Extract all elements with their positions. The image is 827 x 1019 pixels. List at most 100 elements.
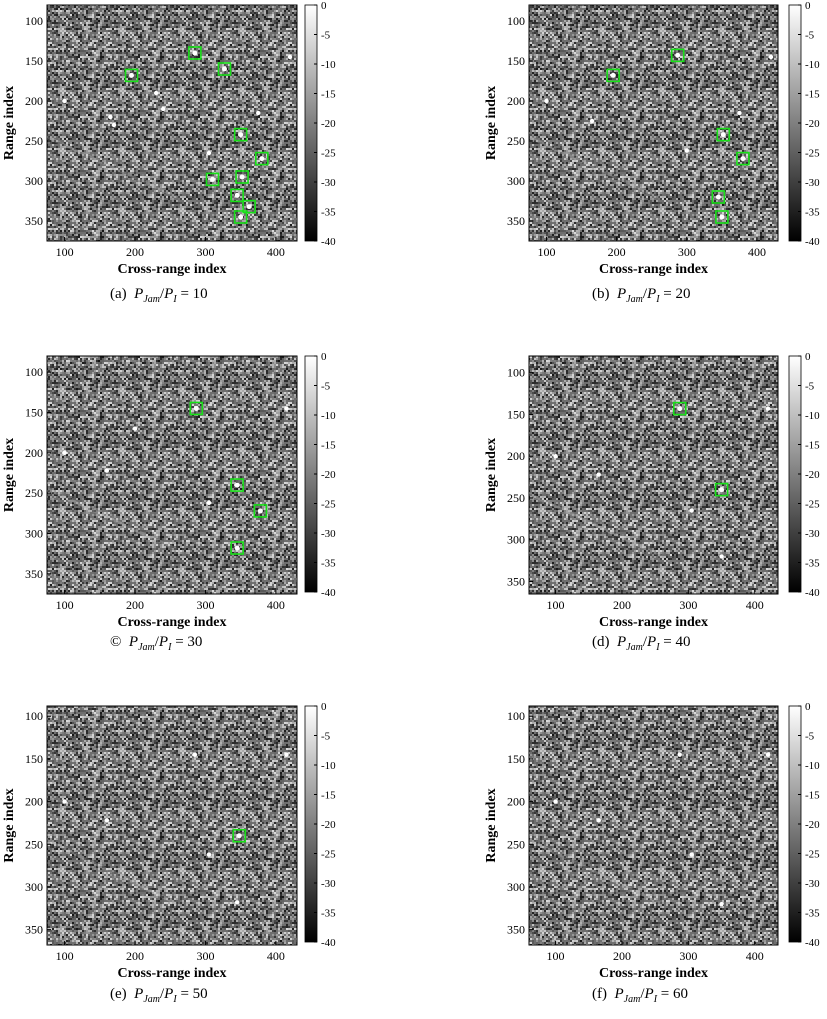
target-point xyxy=(675,52,681,58)
y-tick-label: 300 xyxy=(25,880,43,894)
target-point xyxy=(715,194,721,200)
panel-c: 100 200 300 400 100 150 200 250 300 350 Cross-rang… xyxy=(2,351,336,630)
caption-label: (b) xyxy=(592,286,610,302)
ratio-value: 10 xyxy=(192,286,208,302)
x-tick-label: 200 xyxy=(613,598,631,612)
colorbar-tick-label: -30 xyxy=(805,878,820,890)
colorbar-tick-label: -10 xyxy=(805,760,820,772)
colorbar-tick-label: -10 xyxy=(321,59,336,71)
y-tick-label: 200 xyxy=(25,446,43,460)
y-tick-label: 100 xyxy=(507,709,525,723)
colorbar-tick-label: -20 xyxy=(805,118,820,130)
y-tick-label: 100 xyxy=(25,365,43,379)
colorbar-tick-label: -15 xyxy=(321,440,336,452)
ratio-numerator-sub: Jam xyxy=(626,642,643,653)
y-tick-label: 200 xyxy=(507,94,525,108)
y-tick-label: 300 xyxy=(507,533,525,547)
y-tick-label: 200 xyxy=(507,449,525,463)
bright-point xyxy=(160,106,166,112)
bright-point xyxy=(256,110,261,116)
colorbar-tick-label: -25 xyxy=(805,849,820,861)
ratio-denominator: P xyxy=(644,986,654,1002)
ratio-equals: = xyxy=(657,986,673,1002)
colorbar-tick-label: -5 xyxy=(805,731,815,743)
y-tick-label: 250 xyxy=(25,837,43,851)
target-point xyxy=(129,72,135,78)
caption-label: (d) xyxy=(592,634,610,650)
bright-point xyxy=(589,118,595,124)
x-axis-label: Cross-range index xyxy=(117,262,226,277)
x-tick-label: 100 xyxy=(547,598,565,612)
target-point xyxy=(259,156,265,162)
colorbar-tick-label: -25 xyxy=(321,148,336,160)
ratio-numerator: P xyxy=(128,634,139,650)
target-point xyxy=(610,72,616,78)
panel-b: 100 200 300 400 100 150 200 250 300 350 Cross-rang… xyxy=(484,0,820,277)
detection-box xyxy=(714,482,729,497)
colorbar-tick-label: 0 xyxy=(805,0,811,12)
bright-point xyxy=(206,150,212,156)
y-tick-label: 100 xyxy=(25,709,43,723)
ratio-numerator-sub: Jam xyxy=(143,994,160,1005)
colorbar-tick-label: -10 xyxy=(321,760,336,772)
ratio-numerator: P xyxy=(614,986,624,1002)
caption-e: (e) PJam/PI = 50 xyxy=(110,986,208,1005)
x-tick-label: 400 xyxy=(746,598,764,612)
caption-label: (f) xyxy=(592,986,607,1002)
y-tick-label: 150 xyxy=(25,54,43,68)
ratio-numerator: P xyxy=(134,986,144,1002)
bright-point xyxy=(111,122,117,128)
ratio-numerator: P xyxy=(134,286,144,302)
y-tick-label: 200 xyxy=(25,795,43,809)
clutter-streak xyxy=(528,492,663,558)
clutter-streak xyxy=(46,487,178,551)
detection-box xyxy=(670,48,685,63)
bright-point xyxy=(689,852,694,857)
ratio-denominator: P xyxy=(158,634,169,650)
x-tick-label: 200 xyxy=(608,245,626,259)
y-tick-label: 200 xyxy=(25,94,43,108)
y-tick-label: 150 xyxy=(507,752,525,766)
y-tick-label: 250 xyxy=(507,134,525,148)
sar-image xyxy=(47,706,297,945)
x-tick-label: 300 xyxy=(196,245,214,259)
y-tick-label: 300 xyxy=(25,526,43,540)
colorbar-tick-label: -20 xyxy=(805,819,820,831)
colorbar-tick-label: -10 xyxy=(805,59,820,71)
bright-point xyxy=(596,472,601,477)
sar-image xyxy=(529,5,778,241)
detection-box xyxy=(124,68,139,83)
panel-d: 100 200 300 400 100 150 200 250 300 350 Cross-rang… xyxy=(484,351,820,630)
colorbar-tick-label: -25 xyxy=(805,148,820,160)
colorbar-tick-label: -40 xyxy=(805,587,820,599)
x-axis-label: Cross-range index xyxy=(599,966,708,981)
detection-box xyxy=(189,401,204,416)
panel-a: 100 200 300 400 100 150 200 250 300 350 Cross-rang… xyxy=(2,0,336,277)
x-tick-label: 400 xyxy=(267,598,285,612)
colorbar-tick-label: -25 xyxy=(321,849,336,861)
y-tick-label: 250 xyxy=(25,134,43,148)
y-tick-label: 350 xyxy=(507,923,525,937)
y-axis-label: Range index xyxy=(2,438,17,512)
detection-box xyxy=(716,127,731,142)
detection-box xyxy=(230,188,244,203)
bright-point xyxy=(284,752,289,757)
colorbar-tick-label: -20 xyxy=(321,819,336,831)
ratio-numerator-sub: Jam xyxy=(143,294,160,305)
y-axis-label: Range index xyxy=(484,788,499,862)
ratio-value: 60 xyxy=(673,986,688,1002)
x-tick-label: 300 xyxy=(678,245,696,259)
x-tick-label: 400 xyxy=(267,245,285,259)
y-tick-label: 350 xyxy=(507,214,525,228)
bright-point xyxy=(287,54,293,60)
bright-point xyxy=(206,500,212,506)
caption-d: (d) PJam/PI = 40 xyxy=(592,634,691,653)
ratio-slash: / xyxy=(160,286,165,302)
detection-box xyxy=(253,504,268,518)
colorbar-tick-label: -25 xyxy=(805,499,820,511)
bright-point xyxy=(62,98,67,104)
target-point xyxy=(221,66,227,72)
ratio-slash: / xyxy=(640,986,645,1002)
ratio-denominator-sub: I xyxy=(173,294,177,305)
